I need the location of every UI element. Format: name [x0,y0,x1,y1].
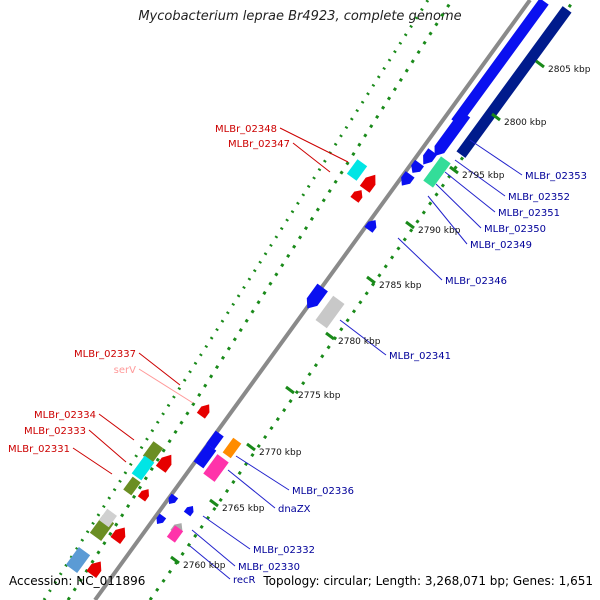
cds-feature [359,174,376,193]
cds-feature [131,455,155,481]
cds-feature [411,159,424,173]
label-leader [189,545,231,580]
kbp-tick-mark [325,331,335,341]
cds-feature [155,454,172,473]
label-leader [72,447,113,475]
kbp-tick-label: 2770 kbp [259,448,302,458]
label-leader [279,127,349,163]
cds-feature [434,110,471,156]
label-leader [435,183,482,229]
gene-label-MLBr_02352: MLBr_02352 [508,192,570,203]
kbp-tick-mark [366,275,376,285]
inner-dot-track [148,0,576,600]
accession-label: Accession: NC_011896 [9,574,146,588]
cds-feature [401,171,415,186]
gene-label-MLBr_02330: MLBr_02330 [238,562,300,573]
gene-label-MLBr_02333: MLBr_02333 [24,426,86,437]
kbp-tick-mark [285,385,295,395]
cds-feature [183,505,194,517]
cds-feature [65,546,91,574]
cds-feature [156,513,167,525]
kbp-tick-label: 2805 kbp [548,65,591,75]
cds-feature [315,295,345,329]
gene-label-recR: recR [233,575,256,586]
genome-summary: Topology: circular; Length: 3,268,071 bp… [263,574,593,588]
kbp-tick-labels: 2760 kbp 2765 kbp 2770 kbp 2775 kbp 2780 kbp… [170,59,591,571]
label-leader-lines [72,127,523,580]
cds-feature [306,283,328,309]
kbp-tick-mark [491,112,501,122]
label-leader [444,171,496,213]
kbp-tick-label: 2785 kbp [379,281,422,291]
cds-feature [166,525,184,543]
kbp-tick-label: 2800 kbp [504,118,547,128]
genome-title: Mycobacterium leprae Br4923, complete ge… [138,9,462,24]
gene-label-MLBr_02331: MLBr_02331 [8,444,70,455]
label-leader [227,469,276,509]
cds-feature [193,443,217,469]
gene-label-MLBr_02346: MLBr_02346 [445,276,507,287]
cds-feature [203,454,229,482]
kbp-tick-label: 2790 kbp [418,226,461,236]
kbp-tick-label: 2780 kbp [338,337,381,347]
kbp-tick-mark [209,498,219,508]
label-leader [427,195,468,245]
kbp-tick-label: 2765 kbp [222,504,265,514]
cds-feature [142,441,164,463]
label-leader [292,142,331,173]
gene-label-MLBr_02347: MLBr_02347 [228,139,290,150]
kbp-tick-label: 2795 kbp [462,171,505,181]
long-cds-feature [456,6,572,158]
cds-feature [123,476,141,496]
cds-feature [423,148,438,165]
gene-labels: MLBr_02348 MLBr_02347 MLBr_02337 serV MLBr_0… [8,124,587,586]
label-leader [98,413,135,441]
label-leader [138,352,181,386]
gene-features [65,0,572,578]
cds-feature [110,527,126,544]
label-leader [191,529,236,567]
cds-feature [137,489,149,502]
gene-label-MLBr_02351: MLBr_02351 [498,208,560,219]
label-leader [88,429,127,463]
cds-feature [99,508,117,528]
cds-feature [364,220,377,233]
kbp-tick-label: 2760 kbp [183,561,226,571]
kbp-tick-mark [246,442,256,452]
cds-feature [86,561,102,578]
kbp-tick-label: 2775 kbp [298,391,341,401]
cds-feature [350,190,363,203]
cds-feature [206,430,224,450]
cds-feature [346,159,368,181]
label-leader [202,515,251,550]
gene-label-MLBr_02334: MLBr_02334 [34,410,96,421]
gene-label-MLBr_02349: MLBr_02349 [470,240,532,251]
cds-feature [222,437,242,459]
cds-feature [196,404,210,419]
gene-label-MLBr_02350: MLBr_02350 [484,224,546,235]
gene-label-MLBr_02348: MLBr_02348 [215,124,277,135]
kbp-tick-mark [170,555,180,565]
gene-label-serV: serV [114,365,136,376]
cds-feature [451,0,549,126]
kbp-tick-mark [405,220,415,230]
label-leader [454,159,506,197]
label-leader [469,139,523,176]
cds-feature [168,493,179,505]
gene-label-MLBr_02341: MLBr_02341 [389,351,451,362]
gene-label-MLBr_02337: MLBr_02337 [74,349,136,360]
label-leader [235,455,290,491]
kbp-tick-mark [535,59,545,69]
gene-label-MLBr_02332: MLBr_02332 [253,545,315,556]
label-leader [138,368,194,404]
gene-label-MLBr_02336: MLBr_02336 [292,486,354,497]
kbp-tick-mark [449,165,459,175]
label-leader [339,319,387,356]
label-leader [397,237,443,281]
tick-dot-tracks [42,0,576,600]
gene-label-MLBr_02353: MLBr_02353 [525,171,587,182]
gene-label-dnaZX: dnaZX [278,504,311,515]
cds-feature [423,156,451,188]
